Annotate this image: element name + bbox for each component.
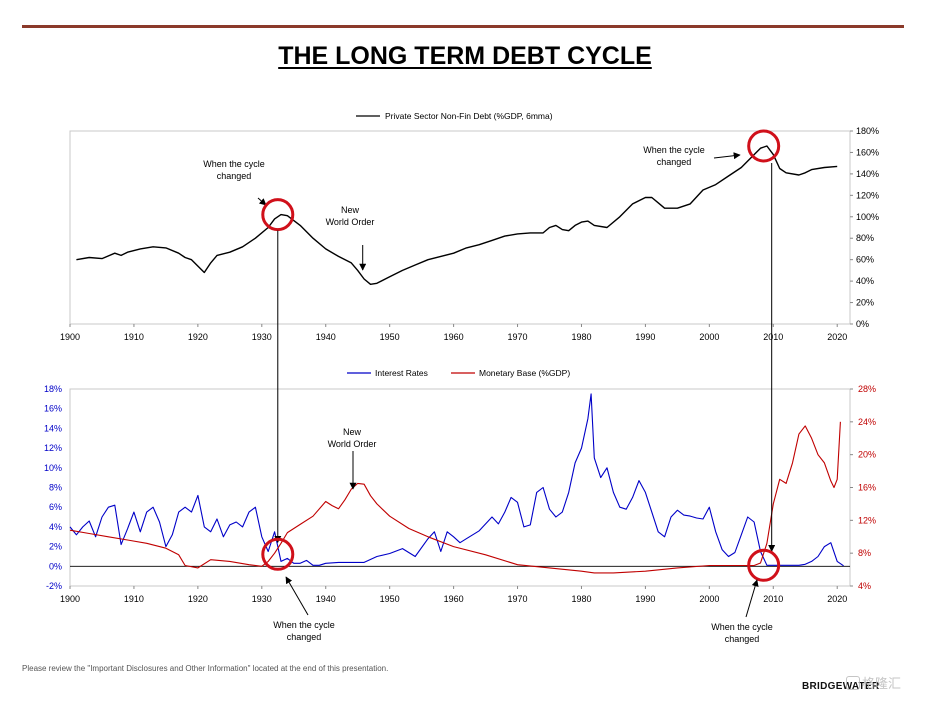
rates-x-tick-label: 1950	[380, 594, 400, 604]
rates-y-left-tick-label: 0%	[49, 561, 62, 571]
arrow-cycle-1930s-top	[257, 197, 267, 206]
rates-x-tick-label: 2000	[699, 594, 719, 604]
annotation-new-world-order-bottom-line2: World Order	[328, 439, 377, 449]
rates-y-left-tick-label: 10%	[44, 463, 62, 473]
annotation-cycle-2008-bottom-line2: changed	[725, 634, 760, 644]
rates-plot-frame	[69, 388, 851, 587]
rates-y-left-tick-label: 6%	[49, 502, 62, 512]
debt-x-tick-label: 1900	[60, 332, 80, 342]
debt-series-line	[76, 145, 838, 285]
rates-y-right-tick-label: 24%	[858, 417, 876, 427]
rates-x-tick-label: 1960	[444, 594, 464, 604]
debt-x-tick-label: 1910	[124, 332, 144, 342]
annotation-cycle-1930s-top-line2: changed	[217, 171, 252, 181]
rates-x-tick-label: 2020	[827, 594, 847, 604]
monetary-base-line	[69, 421, 841, 574]
watermark-icon	[846, 676, 860, 690]
monetary-legend-label: Monetary Base (%GDP)	[479, 368, 570, 378]
debt-y-tick-label: 120%	[856, 190, 879, 200]
rates-y-right-tick-label: 12%	[858, 515, 876, 525]
rates-x-tick-label: 1970	[508, 594, 528, 604]
debt-y-tick-label: 180%	[856, 126, 879, 136]
circle-highlight-1930s-top	[261, 198, 295, 232]
disclosure-note: Please review the "Important Disclosures…	[22, 664, 389, 673]
page-title: THE LONG TERM DEBT CYCLE	[278, 42, 652, 70]
rates-y-left-tick-label: 16%	[44, 404, 62, 414]
debt-x-tick-label: 2020	[827, 332, 847, 342]
debt-y-tick-label: 80%	[856, 233, 874, 243]
debt-legend-label: Private Sector Non-Fin Debt (%GDP, 6mma)	[385, 111, 553, 121]
watermark-text: 格隆汇	[862, 676, 902, 691]
rates-y-right-tick-label: 20%	[858, 450, 876, 460]
annotation-cycle-2008-top-line2: changed	[657, 157, 692, 167]
rates-x-tick-label: 1910	[124, 594, 144, 604]
arrow-cycle-2008-bottom	[745, 579, 759, 618]
annotation-cycle-2008-bottom: When the cycle	[711, 622, 773, 632]
annotation-new-world-order-bottom: New	[343, 427, 362, 437]
annotation-cycle-1930s-bottom: When the cycle	[273, 620, 335, 630]
debt-y-tick-label: 140%	[856, 169, 879, 179]
rates-y-left-tick-label: 8%	[49, 483, 62, 493]
rates-y-left-tick-label: 2%	[49, 542, 62, 552]
annotation-cycle-2008-top: When the cycle	[643, 145, 705, 155]
rates-y-left-tick-label: 4%	[49, 522, 62, 532]
rates-y-left-tick-label: 12%	[44, 443, 62, 453]
annotation-cycle-1930s-bottom-line2: changed	[287, 632, 322, 642]
rates-x-tick-label: 1940	[316, 594, 336, 604]
debt-x-tick-label: 2010	[763, 332, 783, 342]
debt-x-tick-label: 2000	[699, 332, 719, 342]
rates-x-tick-label: 1980	[571, 594, 591, 604]
brand-logo: BRIDGEWATER	[802, 681, 880, 692]
circle-highlight-2008-top	[747, 129, 781, 163]
rates-legend-label: Interest Rates	[375, 368, 428, 378]
debt-x-tick-label: 1980	[571, 332, 591, 342]
rates-x-tick-label: 1930	[252, 594, 272, 604]
arrow-cycle-2008-top	[713, 152, 741, 160]
arrow-cycle-1930s-bottom	[285, 576, 309, 616]
debt-x-tick-label: 1940	[316, 332, 336, 342]
debt-x-tick-label: 1930	[252, 332, 272, 342]
rates-x-tick-label: 1920	[188, 594, 208, 604]
rates-y-right-tick-label: 4%	[858, 581, 871, 591]
debt-y-tick-label: 40%	[856, 276, 874, 286]
annotation-new-world-order-top-line2: World Order	[326, 217, 375, 227]
watermark: 格隆汇	[846, 673, 901, 692]
debt-y-tick-label: 60%	[856, 255, 874, 265]
rates-y-left-tick-label: -2%	[46, 581, 62, 591]
debt-y-tick-label: 160%	[856, 147, 879, 157]
rates-x-tick-label: 2010	[763, 594, 783, 604]
debt-x-tick-label: 1920	[188, 332, 208, 342]
debt-x-tick-label: 1970	[508, 332, 528, 342]
annotation-new-world-order-top: New	[341, 205, 360, 215]
debt-x-tick-label: 1950	[380, 332, 400, 342]
interest-rates-line	[69, 393, 844, 567]
rates-x-tick-label: 1990	[635, 594, 655, 604]
top-rule	[22, 25, 904, 28]
debt-plot-frame	[69, 130, 851, 325]
debt-x-tick-label: 1960	[444, 332, 464, 342]
debt-y-tick-label: 0%	[856, 319, 869, 329]
rates-x-tick-label: 1900	[60, 594, 80, 604]
circle-highlight-1930s-bottom	[261, 537, 295, 571]
rates-y-right-tick-label: 16%	[858, 483, 876, 493]
rates-y-right-tick-label: 8%	[858, 548, 871, 558]
debt-y-tick-label: 20%	[856, 298, 874, 308]
annotation-cycle-1930s-top: When the cycle	[203, 159, 265, 169]
rates-y-left-tick-label: 18%	[44, 384, 62, 394]
rates-y-left-tick-label: 14%	[44, 423, 62, 433]
debt-x-tick-label: 1990	[635, 332, 655, 342]
debt-y-tick-label: 100%	[856, 212, 879, 222]
circle-highlight-2008-bottom	[747, 548, 781, 582]
rates-y-right-tick-label: 28%	[858, 384, 876, 394]
